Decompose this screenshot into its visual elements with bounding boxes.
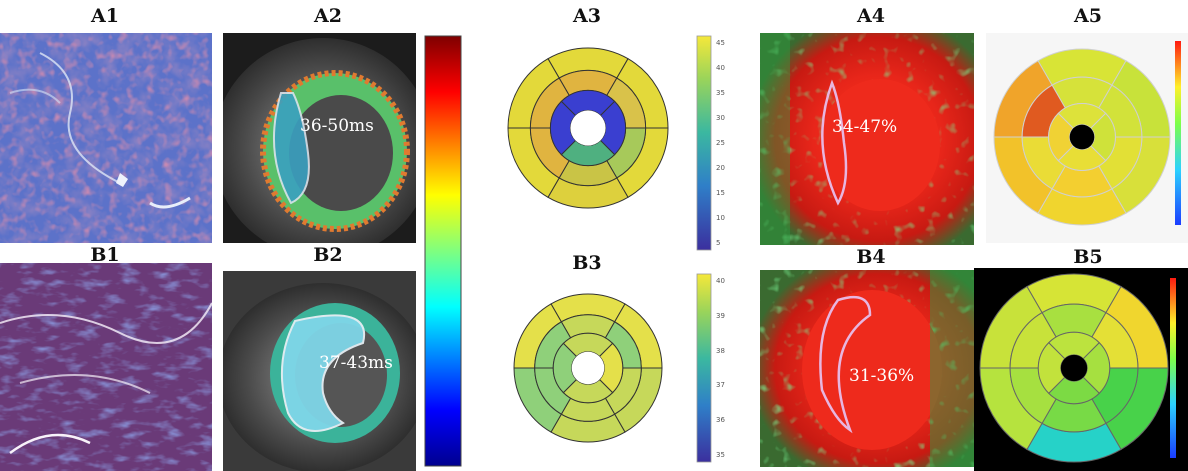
colorbar-a3 xyxy=(696,35,714,251)
value-label-b4: 31-36% xyxy=(849,366,915,386)
colorbar-tick: 39 xyxy=(716,311,725,320)
bullseye-segment xyxy=(1048,112,1074,162)
colorbar-tick: 35 xyxy=(716,451,725,459)
colorbar-tick: 35 xyxy=(716,89,725,97)
histology-image-a1 xyxy=(0,33,212,243)
colorbar-tick: 15 xyxy=(716,189,725,197)
colorbar-tick: 5 xyxy=(716,239,721,247)
label-a1: A1 xyxy=(91,5,119,27)
label-a4: A4 xyxy=(857,5,885,27)
colorbar-tick: 30 xyxy=(716,114,725,122)
label-b4: B4 xyxy=(856,246,886,268)
bullseye-a3 xyxy=(500,40,676,216)
colorbar-tick: 20 xyxy=(716,164,725,172)
mri-map-a2 xyxy=(223,33,416,243)
label-a5: A5 xyxy=(1074,5,1102,27)
label-b1: B1 xyxy=(90,244,120,266)
ecv-map-a4 xyxy=(760,33,974,245)
bullseye-b5 xyxy=(974,268,1188,471)
label-b5: B5 xyxy=(1073,246,1103,268)
colorbar-jet xyxy=(424,35,462,467)
colorbar-b3 xyxy=(696,273,714,463)
label-b2: B2 xyxy=(313,244,343,266)
colorbar-tick: 45 xyxy=(716,39,725,47)
mri-map-b2 xyxy=(223,263,416,471)
colorbar-tick: 25 xyxy=(716,139,725,147)
ecv-map-b4 xyxy=(760,270,974,467)
colorbar-tick: 37 xyxy=(716,381,725,390)
label-a3: A3 xyxy=(573,5,601,27)
colorbar-tick: 40 xyxy=(716,64,725,72)
histology-image-b1 xyxy=(0,263,212,471)
colorbar-tick: 40 xyxy=(716,277,725,285)
value-label-a4: 34-47% xyxy=(832,117,898,137)
label-a2: A2 xyxy=(314,5,342,27)
colorbar-tick: 10 xyxy=(716,214,725,222)
bullseye-a5 xyxy=(986,33,1188,243)
bullseye-b3 xyxy=(506,286,670,450)
colorbar-tick: 36 xyxy=(716,416,725,425)
value-label-b2: 37-43ms xyxy=(319,353,393,373)
colorbar-tick: 38 xyxy=(716,346,725,355)
value-label-a2: 36-50ms xyxy=(300,116,374,136)
label-b3: B3 xyxy=(572,252,602,274)
